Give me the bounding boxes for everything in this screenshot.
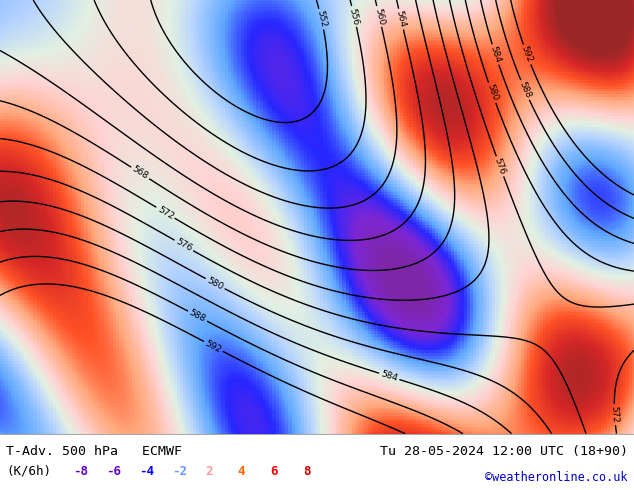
Text: 568: 568 [131,165,150,181]
Text: -6: -6 [106,465,121,478]
Text: 556: 556 [348,7,361,26]
Text: 588: 588 [188,308,207,324]
Text: 592: 592 [520,45,534,64]
Text: -4: -4 [139,465,154,478]
Text: 560: 560 [373,7,385,26]
Text: Tu 28-05-2024 12:00 UTC (18+90): Tu 28-05-2024 12:00 UTC (18+90) [380,445,628,458]
Text: 592: 592 [204,339,223,354]
Text: (K/6h): (K/6h) [6,465,51,478]
Text: 8: 8 [304,465,311,478]
Text: -2: -2 [172,465,187,478]
Text: 588: 588 [517,80,533,99]
Text: ©weatheronline.co.uk: ©weatheronline.co.uk [485,471,628,484]
Text: 584: 584 [489,45,502,64]
Text: 584: 584 [380,369,399,383]
Text: 572: 572 [610,406,619,423]
Text: 552: 552 [315,10,328,28]
Text: -8: -8 [73,465,88,478]
Text: 580: 580 [485,83,499,102]
Text: 2: 2 [205,465,212,478]
Text: 576: 576 [493,157,507,176]
Text: 6: 6 [271,465,278,478]
Text: 572: 572 [156,204,175,221]
Text: 4: 4 [238,465,245,478]
Text: 576: 576 [174,237,193,254]
Text: 580: 580 [205,276,225,292]
Text: 564: 564 [395,10,407,28]
Text: T-Adv. 500 hPa   ECMWF: T-Adv. 500 hPa ECMWF [6,445,183,458]
